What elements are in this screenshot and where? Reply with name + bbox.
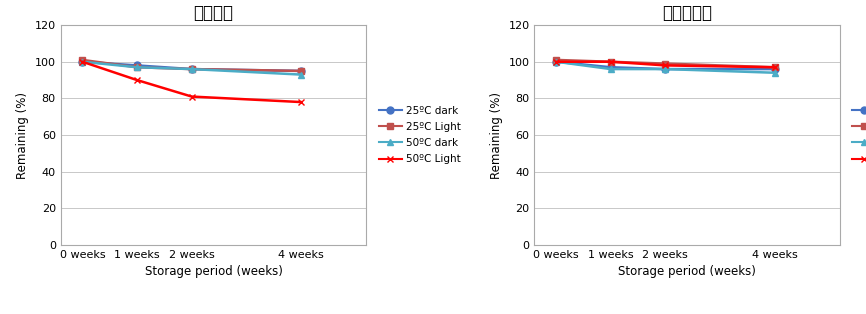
Line: 50ºC dark: 50ºC dark <box>79 58 304 78</box>
Y-axis label: Remaining (%): Remaining (%) <box>490 91 503 179</box>
25ºC Light <box>295 69 306 73</box>
Line: 50ºC dark: 50ºC dark <box>553 58 778 76</box>
25ºC dark <box>132 63 142 67</box>
25ºC Light <box>77 58 87 62</box>
50ºC Light <box>132 78 142 82</box>
25ºC dark <box>186 67 197 71</box>
25ºC dark <box>295 69 306 73</box>
Line: 25ºC Light: 25ºC Light <box>553 57 778 71</box>
25ºC dark <box>77 60 87 64</box>
25ºC Light <box>769 65 779 69</box>
50ºC dark <box>77 60 87 64</box>
50ºC dark <box>295 73 306 76</box>
Line: 25ºC dark: 25ºC dark <box>553 58 778 73</box>
50ºC Light <box>769 65 779 69</box>
Legend: 25ºC dark, 25ºC Light, 50ºC dark, 50ºC Light: 25ºC dark, 25ºC Light, 50ºC dark, 50ºC L… <box>374 101 465 169</box>
25ºC Light <box>551 58 561 62</box>
50ºC Light <box>551 60 561 64</box>
Y-axis label: Remaining (%): Remaining (%) <box>16 91 29 179</box>
50ºC Light <box>186 95 197 99</box>
Line: 25ºC Light: 25ºC Light <box>79 57 304 74</box>
Line: 50ºC Light: 50ºC Light <box>553 58 778 71</box>
25ºC dark <box>660 67 670 71</box>
25ºC Light <box>186 67 197 71</box>
Line: 50ºC Light: 50ºC Light <box>79 58 304 106</box>
Title: 일반제형: 일반제형 <box>193 4 234 22</box>
50ºC Light <box>660 63 670 67</box>
25ºC dark <box>769 67 779 71</box>
50ºC dark <box>605 67 616 71</box>
50ºC Light <box>77 60 87 64</box>
50ºC dark <box>660 67 670 71</box>
25ºC Light <box>605 60 616 64</box>
50ºC dark <box>132 65 142 69</box>
25ºC Light <box>132 65 142 69</box>
50ºC dark <box>186 67 197 71</box>
25ºC dark <box>605 65 616 69</box>
Line: 25ºC dark: 25ºC dark <box>79 58 304 74</box>
Title: 리포졸제형: 리포졸제형 <box>662 4 712 22</box>
50ºC Light <box>295 100 306 104</box>
X-axis label: Storage period (weeks): Storage period (weeks) <box>618 265 756 278</box>
25ºC dark <box>551 60 561 64</box>
50ºC dark <box>551 60 561 64</box>
Legend: 25ºC dark, 25ºC Light, 50ºC dark, 50ºC Light: 25ºC dark, 25ºC Light, 50ºC dark, 50ºC L… <box>849 101 866 169</box>
X-axis label: Storage period (weeks): Storage period (weeks) <box>145 265 282 278</box>
50ºC Light <box>605 60 616 64</box>
25ºC Light <box>660 62 670 65</box>
50ºC dark <box>769 71 779 75</box>
